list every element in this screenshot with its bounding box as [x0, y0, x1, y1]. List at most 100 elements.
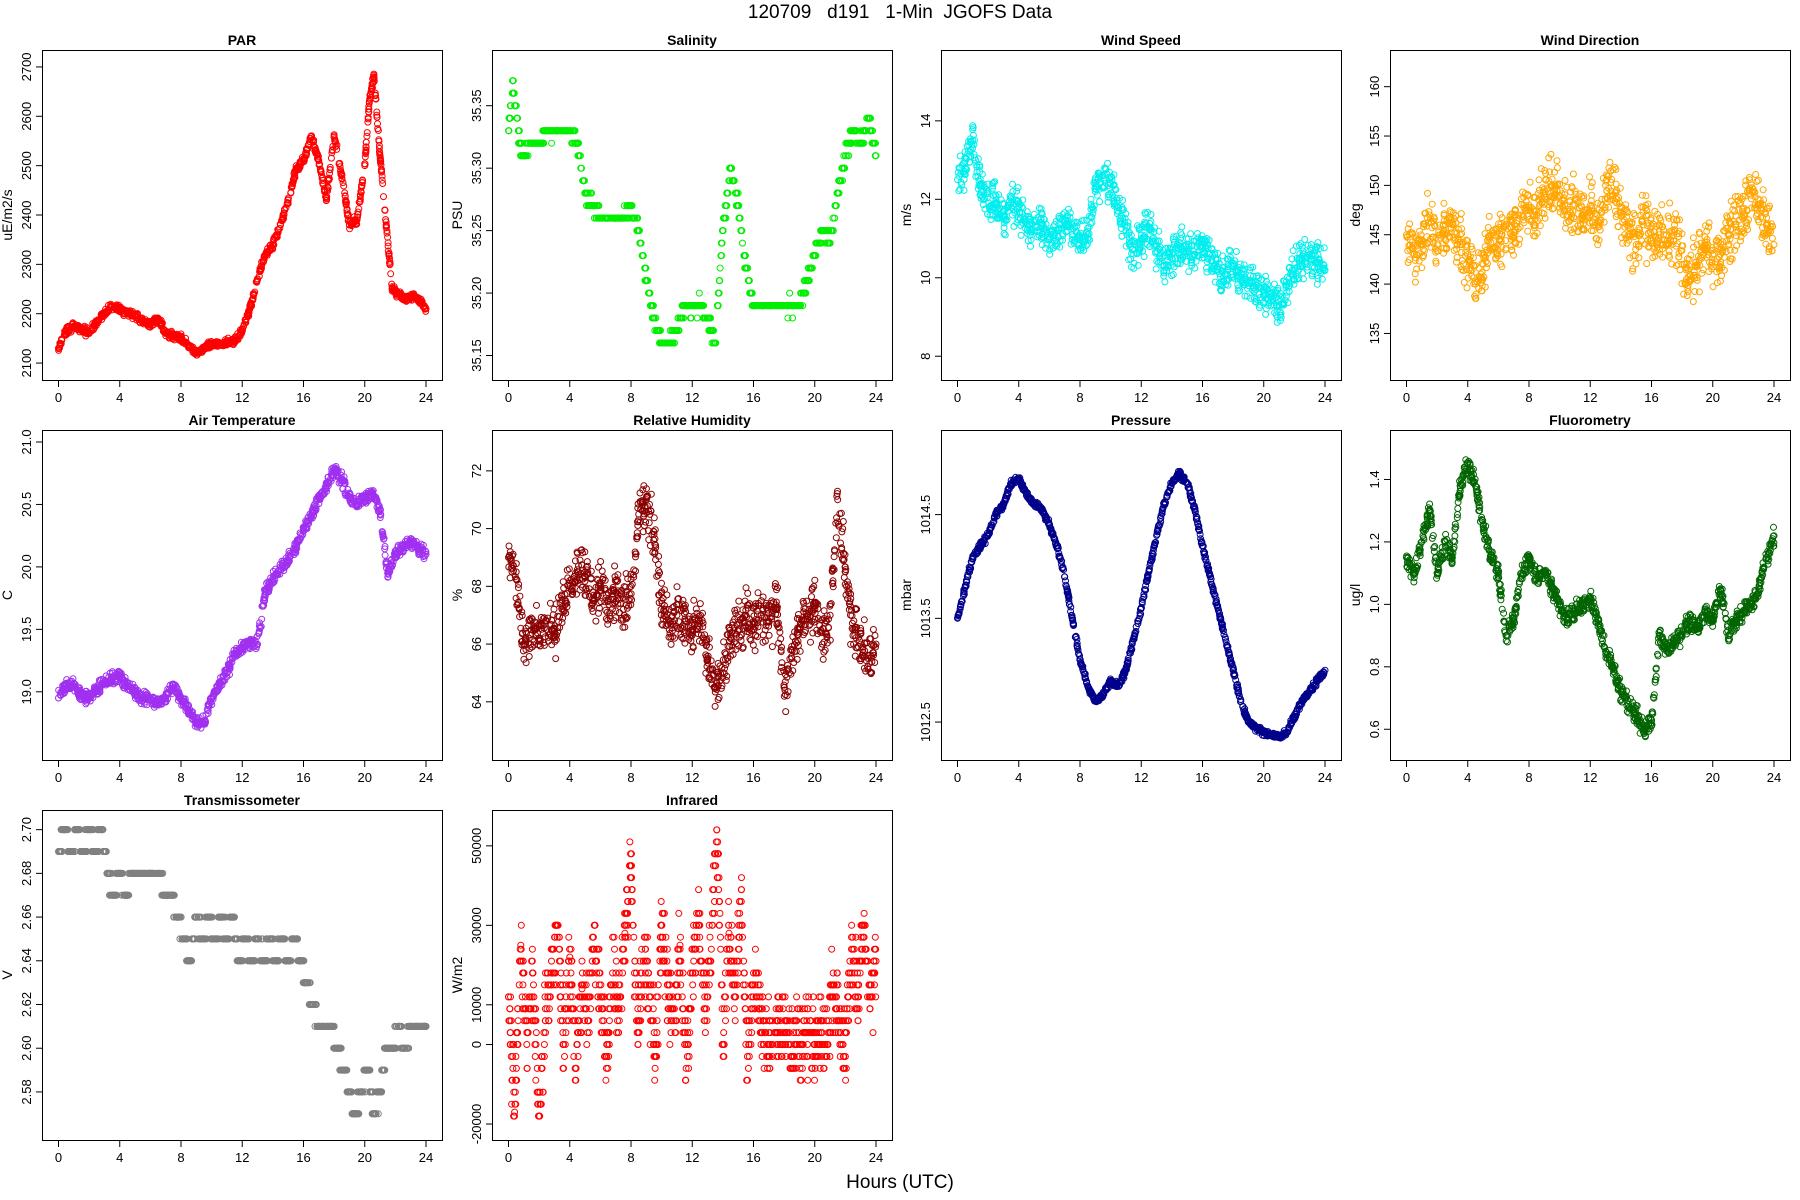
- scatter-point: [1458, 256, 1466, 264]
- scatter-point: [1635, 254, 1643, 262]
- scatter-point: [343, 206, 351, 214]
- scatter-point: [287, 189, 295, 197]
- scatter-point: [524, 152, 532, 160]
- x-tick-label: 4: [1464, 390, 1471, 405]
- scatter-point: [1065, 205, 1072, 213]
- scatter-point: [305, 141, 313, 149]
- data-point: [300, 157, 307, 165]
- x-tick-label: 12: [685, 390, 699, 405]
- x-tick-label: 24: [419, 770, 433, 785]
- scatter-point: [693, 314, 701, 322]
- scatter-point: [634, 214, 641, 222]
- scatter-point: [562, 127, 570, 135]
- scatter-point: [708, 339, 716, 347]
- scatter-point: [629, 214, 637, 222]
- data-point: [154, 315, 162, 323]
- data-point: [269, 241, 277, 249]
- scatter-point: [569, 127, 577, 135]
- scatter-point: [1535, 176, 1543, 184]
- x-tick-label: 12: [1583, 390, 1597, 405]
- x-tick-label: 0: [55, 390, 62, 405]
- scatter-point: [280, 215, 288, 222]
- scatter-point: [375, 136, 383, 144]
- data-point: [208, 339, 216, 347]
- scatter-point: [341, 189, 349, 197]
- x-tick-label: 24: [1318, 390, 1332, 405]
- scatter-point: [364, 118, 372, 126]
- scatter-point: [1010, 223, 1018, 230]
- data-point: [215, 339, 223, 347]
- scatter-point: [384, 239, 392, 247]
- scatter-point: [1320, 244, 1328, 252]
- x-tick-label: 8: [1076, 390, 1083, 405]
- data-point: [246, 305, 254, 313]
- x-axis-caption: Hours (UTC): [846, 1172, 954, 1193]
- scatter-point: [281, 205, 288, 213]
- y-tick-label: 35.25: [469, 214, 484, 247]
- y-tick-label: 35.35: [469, 89, 484, 122]
- scatter-point: [1666, 199, 1674, 207]
- scatter-point: [1027, 242, 1034, 250]
- scatter-point: [362, 143, 370, 151]
- x-tick-label: 16: [1644, 390, 1658, 405]
- scatter-point: [1313, 280, 1321, 288]
- scatter-point: [786, 289, 794, 297]
- scatter-point: [356, 197, 364, 205]
- y-tick-label: 35.30: [469, 152, 484, 185]
- scatter-point: [276, 224, 284, 232]
- y-tick-label: 19.5: [19, 617, 34, 642]
- scatter-point: [154, 317, 162, 325]
- scatter-point: [418, 300, 426, 308]
- scatter-point: [1643, 260, 1651, 267]
- scatter-point: [1187, 230, 1195, 238]
- scatter-point: [1759, 186, 1767, 194]
- scatter-point: [739, 239, 746, 247]
- scatter-point: [335, 160, 343, 168]
- scatter-point: [1689, 234, 1697, 242]
- scatter-point: [548, 139, 556, 147]
- data-point: [361, 162, 369, 170]
- data-point: [116, 305, 124, 313]
- panel-title: Wind Direction: [1541, 32, 1640, 48]
- y-tick-label: 2100: [19, 349, 34, 378]
- y-tick-label: 35.15: [469, 339, 484, 372]
- scatter-point: [512, 102, 520, 110]
- scatter-point: [1104, 159, 1112, 167]
- x-tick-label: 12: [235, 390, 249, 405]
- scatter-point: [571, 139, 579, 147]
- y-tick-label: 2300: [19, 250, 34, 279]
- scatter-point: [336, 159, 344, 167]
- panel-title: Wind Speed: [1101, 32, 1181, 48]
- scatter-point: [583, 189, 591, 197]
- y-axis-label: deg: [1347, 203, 1363, 226]
- scatter-point: [367, 91, 374, 98]
- scatter-point: [373, 113, 381, 121]
- scatter-point: [1642, 192, 1650, 200]
- scatter-point: [506, 114, 514, 122]
- data-point: [376, 152, 384, 160]
- scatter-point: [243, 312, 251, 319]
- scatter-point: [250, 290, 258, 298]
- scatter-point: [386, 259, 393, 267]
- scatter-point: [1485, 212, 1493, 220]
- x-tick-label: 20: [358, 390, 372, 405]
- x-tick-label: 0: [1403, 390, 1410, 405]
- scatter-point: [1614, 223, 1622, 230]
- scatter-point: [675, 327, 683, 334]
- scatter-point: [708, 327, 716, 334]
- scatter-point: [1185, 268, 1193, 276]
- x-tick-label: 4: [1015, 390, 1022, 405]
- scatter-point: [338, 175, 346, 183]
- scatter-point: [1224, 281, 1232, 289]
- x-tick-label: 16: [1195, 390, 1209, 405]
- scatter-point: [364, 115, 372, 123]
- scatter-point: [354, 213, 361, 221]
- scatter-point: [1683, 292, 1691, 299]
- scatter-point: [1588, 191, 1596, 199]
- scatter-point: [357, 189, 365, 197]
- scatter-point: [408, 296, 416, 304]
- scatter-point: [324, 184, 332, 192]
- data-point: [192, 349, 200, 357]
